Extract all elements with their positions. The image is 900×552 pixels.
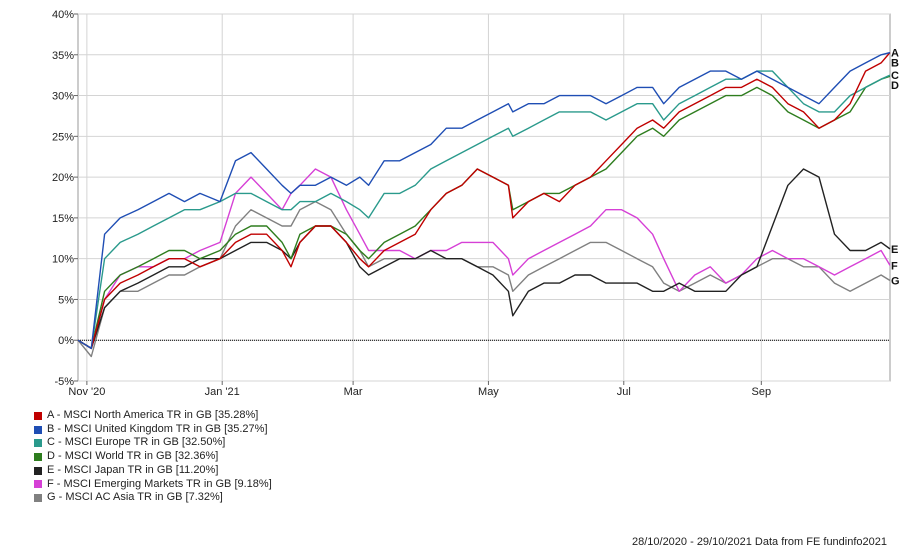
y-tick-label: 35% (52, 50, 74, 62)
legend-item-F: F - MSCI Emerging Markets TR in GB [9.18… (34, 478, 272, 492)
legend-label: G - MSCI AC Asia TR in GB [7.32%] (47, 491, 223, 504)
series-end-label-E: E (891, 244, 898, 256)
footer-data-source: 28/10/2020 - 29/10/2021 Data from FE fun… (631, 536, 887, 548)
legend-swatch (34, 425, 42, 434)
x-tick-label: Mar (344, 386, 363, 398)
legend: A - MSCI North America TR in GB [35.28%]… (34, 409, 272, 505)
y-tick-label: 10% (52, 254, 74, 266)
series-end-label-C: C (891, 70, 899, 82)
legend-item-C: C - MSCI Europe TR in GB [32.50%] (34, 436, 272, 450)
x-tick-label: Nov '20 (68, 386, 105, 398)
x-tick-label: May (478, 386, 499, 398)
legend-label: F - MSCI Emerging Markets TR in GB [9.18… (47, 477, 272, 490)
y-axis-ticks: -5% 0% 5% 10% 15% 20% 25% 30% 35% 40% (52, 9, 78, 388)
chart: -5% 0% 5% 10% 15% 20% 25% 30% 35% 40% Nov '20 Jan … (52, 9, 900, 398)
series-end-label-A: A (891, 47, 899, 59)
plot-area (77, 13, 891, 382)
legend-item-B: B - MSCI United Kingdom TR in GB [35.27%… (34, 423, 272, 437)
x-tick-label: Jul (617, 386, 631, 398)
legend-label: E - MSCI Japan TR in GB [11.20%] (47, 463, 219, 476)
y-tick-label: 15% (52, 213, 74, 225)
series-end-label-B: B (891, 57, 899, 69)
series-line-B (77, 51, 891, 350)
x-axis-ticks: Nov '20 Jan '21 Mar May Jul Sep (68, 381, 771, 398)
legend-label: B - MSCI United Kingdom TR in GB [35.27%… (47, 422, 268, 435)
legend-swatch (34, 480, 42, 489)
x-tick-label: Jan '21 (205, 386, 240, 398)
legend-swatch (34, 411, 42, 420)
y-tick-label: 30% (52, 91, 74, 103)
legend-swatch (34, 494, 42, 503)
legend-label: D - MSCI World TR in GB [32.36%] (47, 450, 219, 463)
x-tick-label: Sep (752, 386, 772, 398)
y-tick-label: 0% (58, 335, 74, 347)
y-tick-label: 5% (58, 294, 74, 306)
series-lines (77, 51, 891, 358)
y-tick-label: 25% (52, 131, 74, 143)
legend-label: A - MSCI North America TR in GB [35.28%] (47, 409, 259, 421)
y-tick-label: 20% (52, 172, 74, 184)
legend-item-A: A - MSCI North America TR in GB [35.28%] (34, 409, 272, 423)
grid-lines (78, 13, 890, 382)
legend-item-E: E - MSCI Japan TR in GB [11.20%] (34, 464, 272, 478)
legend-item-G: G - MSCI AC Asia TR in GB [7.32%] (34, 491, 272, 505)
series-end-label-F: F (891, 260, 898, 272)
legend-label: C - MSCI Europe TR in GB [32.50%] (47, 436, 226, 449)
legend-swatch (34, 439, 42, 448)
y-tick-label: 40% (52, 9, 74, 21)
series-end-label-G: G (891, 276, 900, 288)
series-end-label-D: D (891, 80, 899, 92)
legend-item-D: D - MSCI World TR in GB [32.36%] (34, 450, 272, 464)
legend-swatch (34, 466, 42, 475)
y-tick-label: -5% (54, 376, 74, 388)
legend-swatch (34, 452, 42, 461)
series-line-F (77, 168, 891, 350)
series-line-A (77, 52, 891, 350)
series-line-E (77, 168, 891, 350)
